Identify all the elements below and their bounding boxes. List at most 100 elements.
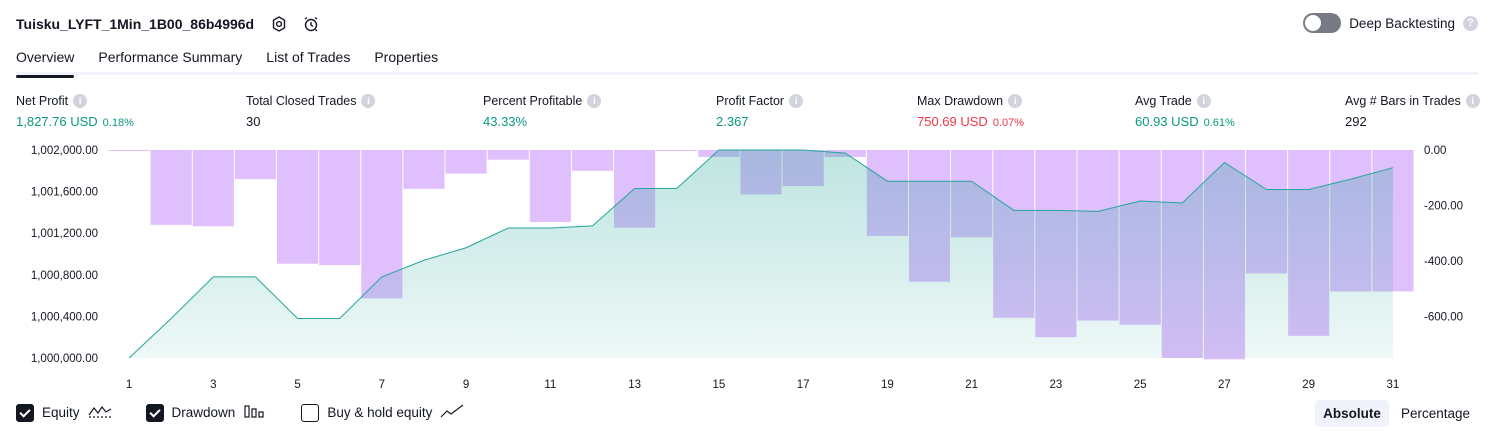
x-axis-tick-label: 17 <box>797 379 810 391</box>
left-axis-tick-label: 1,000,400.00 <box>31 311 98 323</box>
x-axis-tick-label: 5 <box>294 379 300 391</box>
equity-line <box>128 149 1394 359</box>
metric-avg-trade: Avg Trade i 60.93 USD 0.61% <box>1135 94 1235 129</box>
metric-max-drawdown: Max Drawdown i 750.69 USD 0.07% <box>917 94 1024 129</box>
metric-profit-factor: Profit Factor i 2.367 <box>716 94 804 129</box>
equity-area <box>129 150 1393 358</box>
buy-hold-checkbox[interactable] <box>301 403 320 422</box>
metric-label: Profit Factor <box>716 94 785 108</box>
metric-net-profit: Net Profit i 1,827.76 USD 0.18% <box>16 94 134 129</box>
percentage-button[interactable]: Percentage <box>1400 406 1470 421</box>
drawdown-bar <box>192 150 234 227</box>
left-axis-tick-label: 1,001,200.00 <box>31 228 98 240</box>
metric-value: 292 <box>1345 114 1367 129</box>
metric-label: Avg # Bars in Trades <box>1345 94 1461 108</box>
metric-label: Total Closed Trades <box>246 94 357 108</box>
x-axis-tick-label: 1 <box>126 379 132 391</box>
metric-avg-bars-in-trades: Avg # Bars in Trades i 292 <box>1345 94 1480 129</box>
info-icon[interactable]: i <box>1008 94 1023 108</box>
right-axis-tick-label: -400.00 <box>1424 256 1463 268</box>
buy-hold-line-icon <box>440 403 464 422</box>
tab-performance-summary[interactable]: Performance Summary <box>98 49 243 65</box>
metric-label: Max Drawdown <box>917 94 1004 108</box>
legend-label: Equity <box>42 405 80 420</box>
x-axis-tick-label: 3 <box>210 379 216 391</box>
info-icon[interactable]: i <box>587 94 602 108</box>
left-axis-tick-label: 1,000,800.00 <box>31 270 98 282</box>
right-axis-tick-label: -200.00 <box>1424 200 1463 212</box>
equity-line-icon <box>88 403 112 422</box>
drawdown-bar <box>445 150 487 174</box>
absolute-button[interactable]: Absolute <box>1315 400 1389 427</box>
metric-percent: 0.07% <box>992 117 1025 129</box>
drawdown-checkbox[interactable] <box>145 403 164 422</box>
x-axis-tick-label: 23 <box>1050 379 1063 391</box>
metric-value: 43.33% <box>483 114 528 129</box>
strategy-header: Tuisku_LYFT_1Min_1B00_86b4996d <box>16 12 322 36</box>
drawdown-bars-icon <box>243 403 267 422</box>
info-icon[interactable]: i <box>73 94 88 108</box>
deep-backtesting-toggle[interactable] <box>1303 13 1342 33</box>
metrics-row: Net Profit i 1,827.76 USD 0.18% Total Clos… <box>0 94 1494 134</box>
metric-label: Avg Trade <box>1135 94 1192 108</box>
drawdown-bar <box>403 150 445 189</box>
x-axis-tick-label: 13 <box>628 379 641 391</box>
left-axis-tick-label: 1,001,600.00 <box>31 187 98 199</box>
drawdown-bar <box>277 150 319 264</box>
help-icon[interactable]: ? <box>1463 15 1478 31</box>
metric-value: 2.367 <box>716 114 749 129</box>
x-axis-tick-label: 19 <box>881 379 894 391</box>
deep-backtesting: Deep Backtesting ? <box>1303 13 1478 33</box>
deep-backtesting-label: Deep Backtesting <box>1349 15 1455 31</box>
metric-value: 30 <box>246 114 261 129</box>
drawdown-bar <box>319 150 361 266</box>
legend-label: Drawdown <box>171 405 236 420</box>
metric-total-closed-trades: Total Closed Trades i 30 <box>246 94 376 129</box>
right-axis-tick-label: 0.00 <box>1424 145 1446 157</box>
right-axis-tick-label: -600.00 <box>1424 311 1463 323</box>
x-axis-tick-label: 21 <box>965 379 978 391</box>
tab-list-of-trades[interactable]: List of Trades <box>266 49 351 65</box>
equity-checkbox[interactable] <box>16 403 34 422</box>
x-axis-tick-label: 27 <box>1218 379 1231 391</box>
alarm-clock-icon[interactable] <box>300 13 322 35</box>
tab-overview[interactable]: Overview <box>16 44 75 78</box>
legend-drawdown[interactable]: Drawdown <box>145 403 268 422</box>
metric-value: 750.69 USD <box>917 114 988 129</box>
left-axis-tick-label: 1,002,000.00 <box>31 145 98 157</box>
settings-icon[interactable] <box>268 13 290 35</box>
report-tabs: Overview Performance Summary List of Tra… <box>16 44 1478 78</box>
x-axis-tick-label: 7 <box>379 379 385 391</box>
x-axis-tick-label: 15 <box>712 379 725 391</box>
info-icon[interactable]: i <box>1196 94 1211 108</box>
info-icon[interactable]: i <box>1465 94 1480 108</box>
drawdown-bar <box>656 150 698 151</box>
drawdown-bar <box>234 150 277 180</box>
metric-value: 60.93 USD <box>1135 114 1199 129</box>
drawdown-bar <box>108 150 150 151</box>
tab-properties[interactable]: Properties <box>374 49 439 65</box>
x-axis-tick-label: 25 <box>1134 379 1147 391</box>
drawdown-bar <box>150 150 192 225</box>
metric-percent-profitable: Percent Profitable i 43.33% <box>483 94 602 129</box>
chart-legend: Equity Drawdown Buy & hold equity <box>16 403 498 422</box>
strategy-title: Tuisku_LYFT_1Min_1B00_86b4996d <box>16 16 255 32</box>
x-axis-tick-label: 29 <box>1302 379 1315 391</box>
x-axis-tick-label: 9 <box>463 379 469 391</box>
metric-value: 1,827.76 USD <box>16 114 98 129</box>
x-axis-tick-label: 11 <box>544 379 556 391</box>
metric-label: Percent Profitable <box>483 94 583 108</box>
info-icon[interactable]: i <box>789 94 804 108</box>
legend-buy-hold-equity[interactable]: Buy & hold equity <box>301 403 464 422</box>
legend-equity[interactable]: Equity <box>16 403 112 422</box>
equity-drawdown-chart: 1,002,000.00 1,001,600.00 1,001,200.00 1,00… <box>31 145 1463 391</box>
legend-label: Buy & hold equity <box>327 405 433 420</box>
drawdown-bar <box>487 150 529 160</box>
left-axis-tick-label: 1,000,000.00 <box>31 353 98 365</box>
metric-label: Net Profit <box>16 94 69 108</box>
x-axis-tick-label: 31 <box>1387 379 1400 391</box>
info-icon[interactable]: i <box>361 94 376 108</box>
metric-percent: 0.18% <box>102 117 134 129</box>
view-mode-switch: Absolute Percentage <box>1315 400 1478 427</box>
drawdown-bar <box>529 150 571 223</box>
